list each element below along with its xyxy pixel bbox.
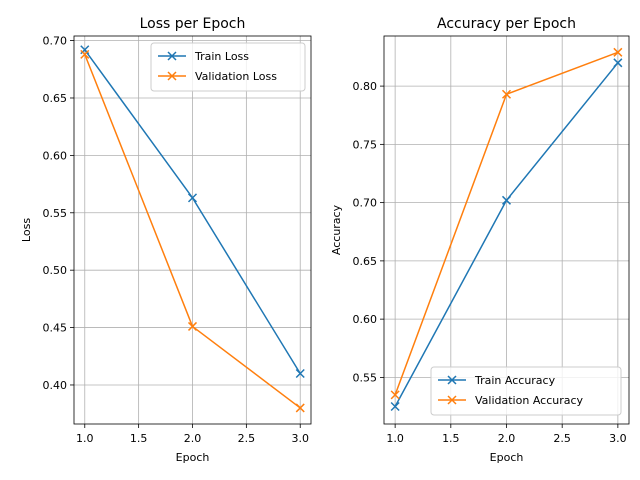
y-axis-label: Loss [20,218,33,242]
y-tick-label: 0.60 [43,149,68,162]
x-tick-label: 1.5 [442,432,460,445]
data-point [187,321,198,331]
legend-marker [447,395,457,405]
x-axis-label: Epoch [176,451,210,464]
series-1 [390,58,623,412]
axes-frame [73,35,312,425]
x-tick-label: 2.0 [498,432,516,445]
y-tick-label: 0.70 [353,197,378,210]
chart-title: Accuracy per Epoch [437,16,576,32]
series-2 [80,49,305,413]
legend: Train Loss Validation Loss [150,42,306,92]
y-tick-label: 0.40 [43,379,68,392]
x-axis-label: Epoch [490,451,524,464]
chart-title: Loss per Epoch [140,16,246,32]
legend-item: Validation Accuracy [438,394,584,407]
y-axis-label: Accuracy [330,204,343,255]
x-tick-label: 2.5 [238,432,256,445]
x-tick-label: 1.0 [76,432,94,445]
legend-marker [447,375,457,385]
x-tick-label: 2.5 [553,432,571,445]
y-tick-label: 0.75 [353,138,378,151]
x-tick-label: 1.0 [386,432,404,445]
axis-ticks: 1.0 1.5 2.0 2.5 3.0 0.55 0.60 0.65 0.70 0.75 0.80 [353,80,627,445]
legend-marker [167,51,177,61]
data-point [80,49,90,59]
y-tick-label: 0.80 [353,80,378,93]
y-tick-label: 0.65 [43,92,68,105]
series-1 [80,45,305,379]
axis-ticks: 1.0 1.5 2.0 2.5 3.0 0.40 0.45 0.50 0.55 0.60 0.65 0… [43,35,309,445]
y-tick-label: 0.55 [353,371,378,384]
gridlines [74,36,311,424]
y-tick-label: 0.60 [353,313,378,326]
data-point [295,368,305,379]
data-point [390,390,400,400]
y-tick-label: 0.65 [353,255,378,268]
legend: Train Accuracy Validation Accuracy [430,366,622,416]
x-tick-label: 3.0 [609,432,627,445]
gridlines [384,36,629,424]
y-tick-label: 0.45 [43,322,68,335]
legend-label: Train Accuracy [474,374,556,387]
series-2 [390,47,623,400]
data-point [390,401,400,412]
legend-item: Train Accuracy [438,374,556,387]
data-point [187,193,198,203]
data-point [501,89,512,99]
x-tick-label: 1.5 [130,432,148,445]
data-point [295,403,305,413]
y-tick-label: 0.55 [43,207,68,220]
legend-label: Train Loss [194,50,249,63]
legend-label: Validation Loss [195,70,277,83]
chart-panel-2: 1.0 1.5 2.0 2.5 3.0 0.55 0.60 0.65 0.70 0.75 0.80 A… [330,16,630,464]
legend-box [430,366,622,416]
legend-item: Validation Loss [158,70,277,83]
y-tick-label: 0.70 [43,35,68,48]
data-point [501,195,512,205]
legend-marker [167,71,177,81]
x-tick-label: 3.0 [291,432,309,445]
data-point [613,58,623,68]
y-tick-label: 0.50 [43,264,68,277]
data-point [613,47,623,57]
legend-box [150,42,306,92]
chart-panel-1: 1.0 1.5 2.0 2.5 3.0 0.40 0.45 0.50 0.55 0.60 0.65 0… [20,16,312,464]
legend-item: Train Loss [158,50,249,63]
axes-frame [383,35,630,425]
legend-label: Validation Accuracy [475,394,584,407]
x-tick-label: 2.0 [184,432,202,445]
